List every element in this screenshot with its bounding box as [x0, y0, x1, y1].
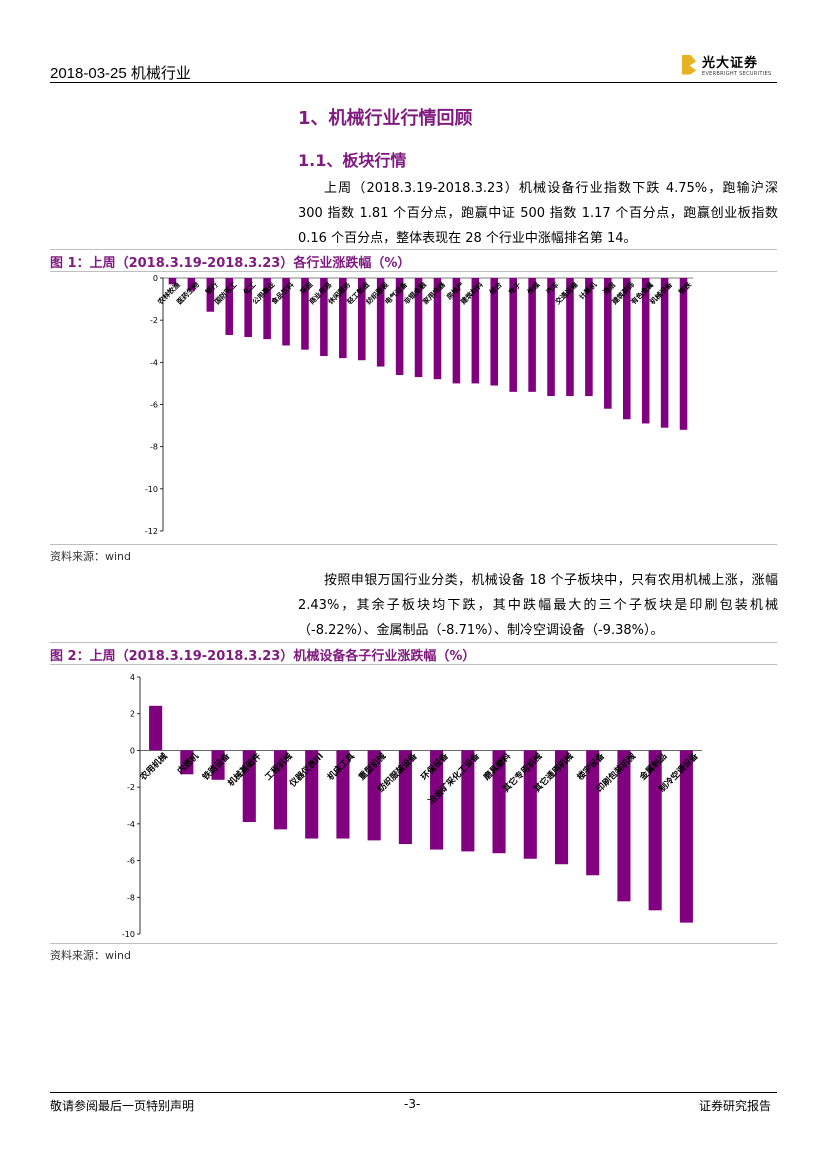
header-date-industry: 2018-03-25 机械行业: [50, 65, 191, 82]
subsection-heading: 1.1、板块行情: [298, 151, 407, 170]
chart-bar: [414, 278, 423, 378]
x-tick-label: 农用机械: [137, 750, 170, 783]
y-tick-label: -6: [127, 857, 135, 866]
figure1-title: 图 1：上周（2018.3.19-2018.3.23）各行业涨跌幅（%）: [50, 256, 411, 271]
y-tick-label: -8: [150, 443, 158, 452]
header-rule: [50, 82, 777, 83]
x-tick-label: 电子: [506, 280, 522, 296]
y-tick-label: -4: [127, 820, 135, 829]
figure1-source: 资料来源：wind: [50, 550, 132, 563]
chart-bar: [566, 278, 574, 397]
y-tick-label: -10: [122, 930, 135, 939]
chart-bar: [282, 278, 290, 346]
figure2-source: 资料来源：wind: [50, 949, 132, 962]
y-tick-label: -2: [127, 783, 135, 792]
logo-text-cn: 光大证券: [702, 56, 759, 71]
chart-bar: [452, 278, 461, 384]
x-tick-label: 通信: [601, 280, 617, 296]
y-tick-label: 0: [130, 746, 135, 755]
figure2-title-rule: [50, 664, 777, 665]
figure1-bottom-rule: [50, 544, 777, 545]
paragraph-subsector-performance: 按照申银万国行业分类，机械设备 18 个子板块中，只有农用机械上涨，涨幅 2.4…: [298, 573, 778, 638]
footer-report-type: 证券研究报告: [699, 1099, 772, 1113]
chart-bar: [367, 750, 381, 841]
y-tick-label: -12: [145, 527, 158, 536]
chart-bar: [336, 750, 350, 839]
figure2-bottom-rule: [50, 943, 777, 944]
chart-bar: [641, 278, 650, 424]
chart-bar: [395, 278, 404, 375]
logo-text-en: EVERBRIGHT SECURITIES: [702, 71, 772, 77]
chart-bar: [339, 278, 347, 359]
chart-bar: [554, 750, 569, 865]
footer-disclaimer: 敬请参阅最后一页特别声明: [50, 1099, 195, 1113]
chart-bar: [376, 278, 385, 367]
figure1-bar-chart: 0-2-4-6-8-10-12农林牧渔医药生物 银行国防军工 化工公用事业食品饮料采…: [145, 274, 693, 536]
figure2-title: 图 2：上周（2018.3.19-2018.3.23）机械设备各子行业涨跌幅（%…: [50, 649, 476, 664]
chart-bar: [168, 278, 177, 285]
y-tick-label: -10: [145, 485, 158, 494]
chart-bar: [648, 750, 662, 911]
chart-bar: [604, 278, 612, 409]
chart-bar: [547, 278, 555, 397]
chart-bar: [679, 750, 693, 923]
chart-bar: [523, 750, 537, 859]
chart-bar: [211, 750, 225, 780]
footer-rule: [50, 1092, 777, 1093]
chart-bar: [357, 278, 366, 361]
chart-bar: [242, 750, 256, 823]
chart-bar: [244, 278, 252, 338]
chart-bar: [430, 750, 444, 850]
chart-bar: [586, 750, 600, 876]
company-logo: 光大证券 EVERBRIGHT SECURITIES: [682, 52, 771, 77]
figure2-top-rule: [50, 642, 777, 643]
y-tick-label: 0: [153, 274, 158, 283]
chart-bar: [273, 750, 288, 830]
chart-bar: [263, 278, 271, 340]
chart-bar: [509, 278, 517, 392]
page-number: -3-: [404, 1097, 421, 1111]
chart-bar: [225, 278, 234, 335]
chart-bar: [490, 278, 499, 386]
x-tick-label: 银行: [203, 280, 219, 296]
chart-bar: [305, 750, 319, 839]
logo-mark-icon: [682, 54, 696, 75]
chart-bar: [149, 705, 163, 751]
paragraph-index-performance: 上周（2018.3.19-2018.3.23）机械设备行业指数下跌 4.75%，…: [298, 181, 778, 246]
x-tick-label: 钢铁: [677, 280, 693, 296]
chart-bar: [492, 750, 506, 854]
x-tick-label: 汽车: [544, 280, 560, 296]
y-tick-label: -2: [150, 316, 158, 325]
x-tick-label: 采掘: [297, 280, 314, 297]
y-tick-label: -6: [150, 401, 158, 410]
chart-bar: [398, 750, 412, 845]
chart-bar: [528, 278, 536, 392]
chart-bar: [187, 278, 196, 291]
x-tick-label: 化工: [241, 280, 257, 296]
chart-bar: [301, 278, 309, 350]
chart-bar: [585, 278, 593, 397]
chart-bar: [622, 278, 631, 420]
chart-bar: [320, 278, 328, 357]
y-tick-label: -8: [127, 893, 135, 902]
y-tick-label: 4: [130, 673, 135, 682]
x-tick-label: 综合: [487, 279, 504, 296]
y-tick-label: -4: [150, 358, 158, 367]
figure1-top-rule: [50, 249, 777, 250]
chart-bar: [617, 750, 631, 902]
chart-bar: [180, 750, 194, 775]
chart-bar: [206, 278, 215, 312]
chart-bar: [471, 278, 480, 384]
chart-bar: [433, 278, 442, 380]
y-tick-label: 2: [130, 710, 135, 719]
chart-bar: [660, 278, 669, 428]
chart-bar: [679, 278, 688, 430]
section-heading: 1、机械行业行情回顾: [298, 108, 473, 129]
chart-bar: [461, 750, 475, 852]
figure1-title-rule: [50, 271, 777, 272]
x-tick-label: 传媒: [525, 279, 543, 297]
